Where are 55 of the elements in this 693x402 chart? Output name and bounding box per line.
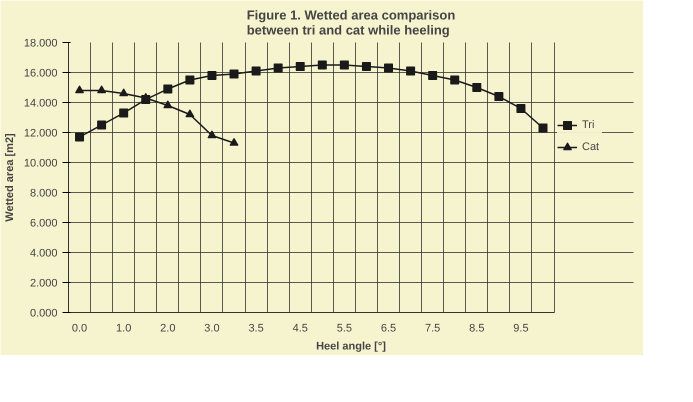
x-tick-label: 8.5	[469, 322, 484, 334]
point	[185, 76, 194, 84]
point	[207, 130, 216, 138]
legend-label: Cat	[582, 141, 600, 153]
y-tick-label: 10.000	[24, 158, 58, 170]
x-tick-label: 0.0	[72, 322, 88, 334]
point	[472, 83, 482, 92]
x-tick-label: 2.0	[160, 322, 176, 334]
x-axis-title: Heel angle [°]	[316, 340, 386, 352]
x-tick-label: 4.5	[292, 322, 308, 334]
y-tick-label: 4.000	[30, 248, 58, 260]
point	[230, 138, 239, 146]
x-tick-label: 7.5	[425, 322, 440, 334]
y-tick-label: 2.000	[30, 278, 58, 290]
y-tick-label: 0.000	[30, 308, 58, 320]
x-tick-label: 1.0	[116, 322, 132, 334]
point	[296, 62, 305, 71]
point	[362, 62, 371, 71]
point	[163, 84, 172, 94]
point	[252, 66, 261, 76]
point	[318, 60, 327, 70]
point	[230, 70, 239, 78]
y-tick-label: 6.000	[30, 218, 58, 230]
point	[163, 100, 172, 108]
x-tick-label: 3.5	[248, 322, 264, 334]
x-tick-label: 6.5	[380, 322, 396, 334]
point	[340, 60, 349, 70]
y-tick-label: 14.000	[24, 98, 58, 110]
point	[75, 132, 84, 142]
y-tick-label: 8.000	[30, 188, 58, 200]
point	[516, 104, 526, 113]
point	[450, 76, 460, 84]
point	[538, 124, 548, 132]
point	[428, 71, 438, 80]
point	[97, 85, 106, 94]
y-tick-label: 12.000	[24, 128, 58, 140]
x-tick-label: 5.5	[336, 322, 352, 334]
x-tick-label: 3.0	[204, 322, 220, 334]
point	[141, 95, 150, 104]
point	[75, 85, 84, 94]
y-tick-label: 18.000	[24, 38, 58, 50]
x-tick-label: 9.5	[513, 322, 529, 334]
point	[384, 64, 394, 72]
point	[185, 109, 194, 118]
y-tick-label: 16.000	[24, 68, 58, 80]
point	[494, 92, 504, 101]
legend-label: Tri	[582, 119, 596, 131]
point	[97, 120, 106, 130]
point	[207, 71, 216, 80]
point	[119, 108, 128, 118]
point	[406, 66, 416, 76]
point	[119, 88, 128, 96]
point	[274, 64, 283, 72]
y-axis-title: Wetted area [m2]	[4, 132, 16, 222]
chart-title: Figure 1. Wetted area comparison between tri and cat while heeling	[246, 8, 456, 38]
